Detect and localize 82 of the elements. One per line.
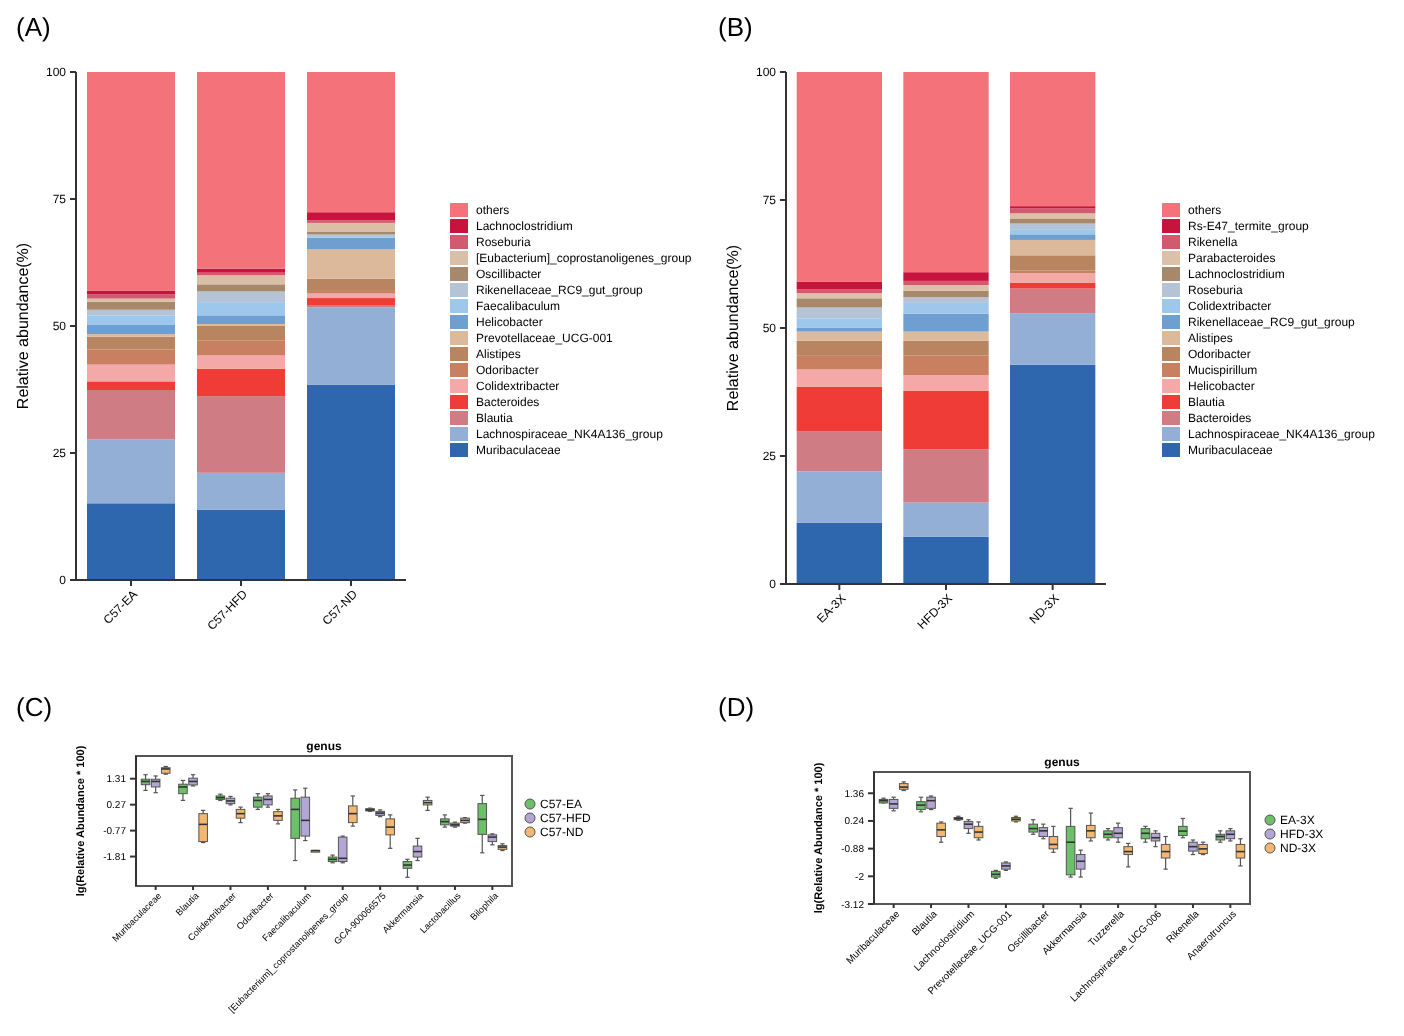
bar xyxy=(87,390,175,440)
bar xyxy=(1010,255,1096,271)
bar xyxy=(796,281,882,290)
bar xyxy=(197,396,285,473)
bar xyxy=(87,349,175,365)
bar xyxy=(1010,364,1096,584)
bar xyxy=(197,340,285,356)
bar xyxy=(87,364,175,382)
bar xyxy=(197,284,285,292)
bar xyxy=(796,298,882,308)
bar xyxy=(796,522,882,584)
y-axis-title: Relative abundance(%) xyxy=(724,244,742,412)
bar xyxy=(307,307,395,385)
text: (D) xyxy=(718,692,755,722)
bar xyxy=(87,381,175,391)
bar xyxy=(796,331,882,341)
bar xyxy=(1010,288,1096,314)
text: (C) xyxy=(16,692,53,722)
bar xyxy=(903,449,989,503)
bar xyxy=(796,386,882,432)
bar xyxy=(87,503,175,580)
bar xyxy=(197,472,285,510)
bar xyxy=(1010,72,1096,207)
bar xyxy=(1010,218,1096,224)
bar xyxy=(903,340,989,356)
bar xyxy=(197,509,285,580)
bar xyxy=(1010,208,1096,214)
bar xyxy=(903,272,989,281)
bar xyxy=(903,355,989,376)
bar xyxy=(903,290,989,298)
bar xyxy=(796,72,882,282)
bar xyxy=(307,237,395,250)
bar xyxy=(903,284,989,291)
bar xyxy=(796,340,882,356)
bar xyxy=(87,324,175,335)
bar xyxy=(307,278,395,291)
text: (A) xyxy=(16,12,51,42)
bar xyxy=(87,336,175,350)
text: (B) xyxy=(718,12,753,42)
bar xyxy=(1010,313,1096,365)
bar xyxy=(796,307,882,319)
bar xyxy=(197,368,285,397)
bar xyxy=(307,293,395,299)
bar xyxy=(796,471,882,523)
bar xyxy=(197,291,285,303)
bar xyxy=(903,313,989,332)
bar xyxy=(903,390,989,450)
bar xyxy=(1010,213,1096,219)
bar xyxy=(197,275,285,285)
bar xyxy=(796,369,882,387)
bar xyxy=(903,536,989,584)
bar xyxy=(796,355,882,370)
bar xyxy=(197,315,285,324)
bar xyxy=(87,301,175,310)
bar xyxy=(1010,282,1096,289)
bar xyxy=(197,355,285,369)
bar xyxy=(796,431,882,472)
y-axis-title: Relative abundance(%) xyxy=(14,242,32,410)
bar xyxy=(796,318,882,328)
bar xyxy=(796,293,882,299)
bar xyxy=(197,72,285,269)
bar xyxy=(307,72,395,213)
bar xyxy=(903,375,989,391)
bar xyxy=(197,325,285,341)
bar xyxy=(1010,229,1096,235)
bar xyxy=(307,212,395,221)
bar xyxy=(307,298,395,306)
bar xyxy=(87,72,175,291)
bar xyxy=(903,302,989,314)
bar xyxy=(307,384,395,580)
bar xyxy=(1010,239,1096,256)
bar xyxy=(87,439,175,504)
bar xyxy=(1010,273,1096,283)
bar xyxy=(307,222,395,232)
bar xyxy=(903,331,989,341)
bar xyxy=(903,297,989,303)
bar xyxy=(903,502,989,537)
bar xyxy=(197,302,285,316)
bar xyxy=(87,315,175,325)
bar xyxy=(307,249,395,279)
bar xyxy=(903,72,989,273)
bar xyxy=(1010,234,1096,240)
